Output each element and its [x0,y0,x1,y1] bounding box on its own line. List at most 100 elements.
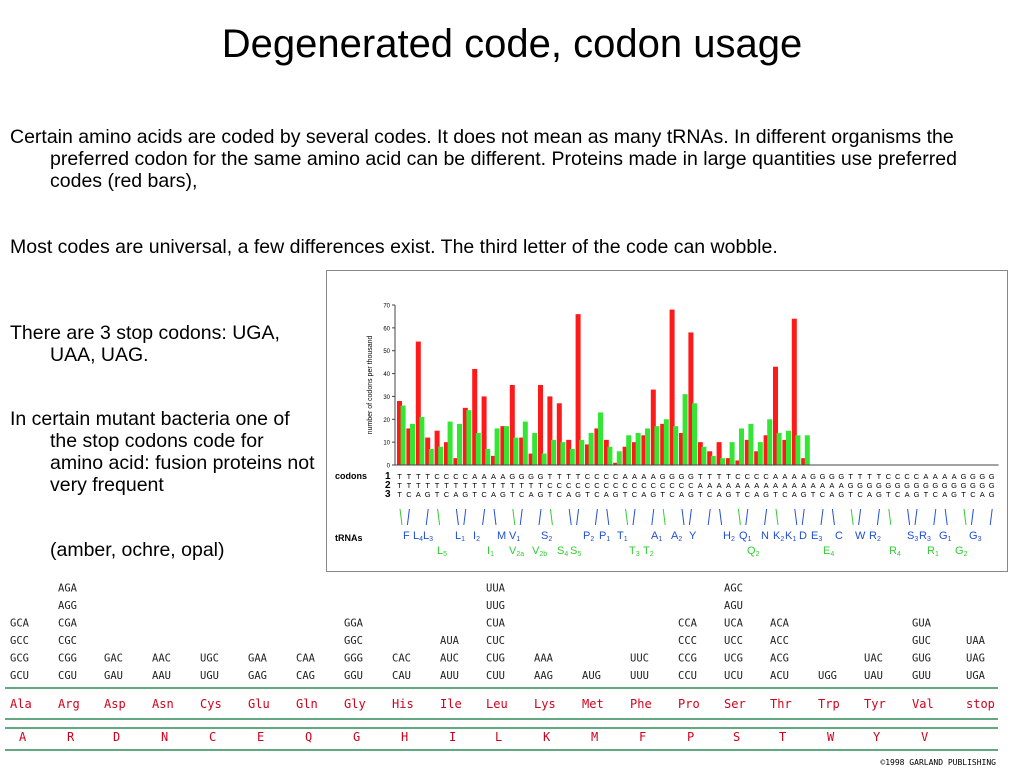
trna-label: F [403,530,410,542]
codon-letter: G [932,481,938,490]
codon-letter: T [472,490,477,499]
codon-letter: C [782,490,788,499]
y-tick-label: 70 [383,304,390,310]
codon-cell: CGU [58,670,77,682]
codon-letter: A [754,490,759,499]
trna-label: C [835,530,843,542]
codon-letter: C [557,481,563,490]
codon-cell: UGU [200,670,219,682]
codon-cell: GCG [10,653,29,665]
amino-acid-one-letter: K [543,730,551,744]
codon-cell: AGA [58,583,78,595]
bar-red [406,428,412,465]
codon-cell: CCC [678,635,697,647]
codon-letter: T [961,490,966,499]
codon-letter: A [867,490,872,499]
bar-green [739,428,744,465]
codon-letter: A [717,481,722,490]
codon-letter: T [877,472,882,481]
amino-acid-one-letter: P [687,730,694,744]
codon-letter: A [641,472,646,481]
trna-connector [681,508,685,526]
codon-letter: G [914,490,920,499]
bar-red [528,453,534,465]
bar-red [425,437,431,465]
bar-green [513,437,519,465]
bar-green [532,433,538,465]
amino-acid-one-letter: L [495,730,502,744]
trna-label: S2 [541,530,552,543]
codon-letter: T [726,472,731,481]
bar-green [457,423,462,465]
codon-letter: T [736,490,741,499]
trna-connector [519,508,523,526]
codon-letter: T [623,490,628,499]
trna-label: I2 [473,530,480,543]
trna-label-green: G2 [955,545,968,558]
codon-letter: A [566,490,571,499]
codon-cell: AGG [58,600,77,612]
trna-connector [933,508,937,526]
paragraph-stop-codons: There are 3 stop codons: UGA, UAA, UAG. [10,322,280,366]
codon-cell: GUA [912,618,932,630]
y-tick-label: 10 [383,441,390,447]
codon-cell: AGU [724,600,743,612]
trna-label: L1 [455,530,465,543]
trna-label: R2 [869,530,881,543]
codon-letter: G [726,490,732,499]
codon-letter: T [858,472,863,481]
codon-letter: G [989,490,995,499]
trna-connector [831,508,835,526]
bar-green [692,403,697,465]
bar-red [491,455,496,465]
codon-letter: C [707,490,713,499]
trna-label: A1 [651,530,662,543]
codon-table: GCA GCC GCG GCU Ala A AGA AGG CGA CGC CGG CGU Arg R GA… [0,580,1024,768]
codon-letter: C [594,472,600,481]
bar-green [447,421,453,465]
trna-connector [594,508,598,526]
amino-acid-one-letter: Y [873,730,881,744]
codon-cell: AAG [534,670,553,682]
trna-connector [907,508,911,526]
trna-connector [801,508,805,526]
amino-acid-one-letter: Q [305,730,312,744]
codon-letter: T [867,472,872,481]
trna-label-green: L5 [437,545,447,558]
codon-cell: CGG [58,653,77,665]
codon-cell: CCU [678,670,697,682]
bar-red [519,437,525,465]
trna-label: N [761,530,769,542]
amino-acid-three-letter: Gln [296,697,318,711]
bar-red [397,401,402,465]
codon-cell: GAC [104,653,123,665]
amino-acid-three-letter: Thr [770,697,792,711]
bar-red [622,446,628,465]
bar-red [669,309,675,465]
codon-letter: A [745,481,750,490]
trna-connector [745,508,749,526]
codon-letter: A [726,481,731,490]
codon-letter: A [801,472,806,481]
codon-letter: C [622,481,628,490]
trna-label: T1 [617,530,628,543]
trna-label: S3 [907,530,918,543]
trna-label-green: Q2 [747,545,760,558]
codon-cell: CAG [296,670,315,682]
codon-cell: AUU [440,670,459,682]
codon-cell: GAA [248,653,268,665]
codon-cell: GUG [912,653,931,665]
trna-connector [737,508,741,526]
codon-letter: A [491,472,496,481]
amino-acid-three-letter: Lys [534,697,556,711]
codon-letter: G [462,490,468,499]
codon-letter: T [585,490,590,499]
codon-letter: C [557,490,563,499]
trna-label: K2 [773,530,784,543]
trna-connector [512,508,516,526]
bar-red [500,426,506,465]
codon-letter: T [510,481,515,490]
codon-letter: C [566,481,572,490]
codon-letter: G [801,490,807,499]
codon-letter: G [895,481,901,490]
